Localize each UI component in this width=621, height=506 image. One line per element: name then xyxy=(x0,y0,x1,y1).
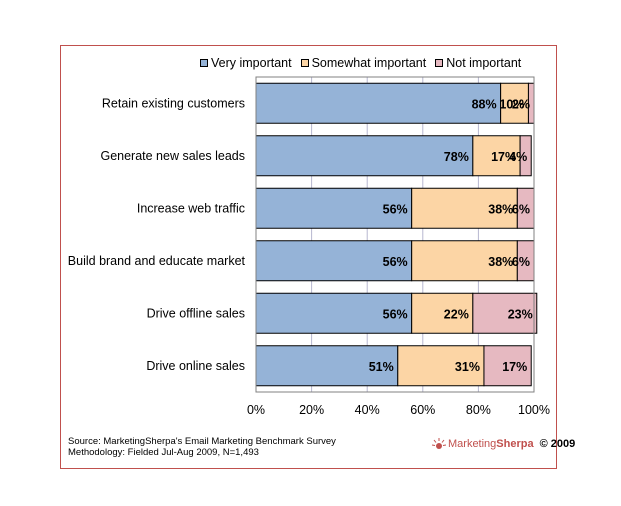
legend-item-very-important: Very important xyxy=(200,56,292,70)
x-tick-label-5: 100% xyxy=(518,403,550,417)
bar-somewhat-important-5 xyxy=(397,345,485,387)
data-label-not-important-4: 23% xyxy=(508,307,533,321)
plot-area xyxy=(256,77,534,392)
data-label-somewhat-important-0: 10% xyxy=(499,97,524,111)
data-label-somewhat-important-2: 38% xyxy=(488,202,513,216)
data-label-very-important-0: 88% xyxy=(472,97,497,111)
x-tick-label-1: 20% xyxy=(299,403,324,417)
logo-text-marketing: Marketing xyxy=(448,438,497,450)
category-label-5: Drive online sales xyxy=(146,359,245,373)
legend-swatch-somewhat-important xyxy=(300,59,309,67)
data-label-very-important-5: 51% xyxy=(369,360,394,374)
bar-very-important-0 xyxy=(255,82,502,124)
data-label-very-important-3: 56% xyxy=(383,255,408,269)
legend-swatch-not-important xyxy=(435,59,444,67)
bar-somewhat-important-3 xyxy=(411,240,518,282)
bar-not-important-5 xyxy=(483,345,532,387)
plot-border xyxy=(255,76,535,393)
x-tick-label-2: 40% xyxy=(355,403,380,417)
x-tick-label-3: 60% xyxy=(410,403,435,417)
data-label-somewhat-important-5: 31% xyxy=(455,360,480,374)
data-label-not-important-2: 6% xyxy=(512,202,530,216)
legend-swatch-very-important xyxy=(200,59,208,67)
copyright-year: © 2009 xyxy=(539,438,576,450)
bar-not-important-4 xyxy=(472,292,538,334)
bar-very-important-3 xyxy=(255,240,413,282)
legend-item-somewhat-important: Somewhat important xyxy=(300,56,427,70)
data-label-somewhat-important-3: 38% xyxy=(488,255,513,269)
data-label-not-important-5: 17% xyxy=(502,360,527,374)
category-label-0: Retain existing customers xyxy=(102,96,245,110)
bar-somewhat-important-4 xyxy=(411,292,474,334)
data-label-somewhat-important-1: 17% xyxy=(491,150,516,164)
bar-very-important-4 xyxy=(255,292,413,334)
category-label-3: Build brand and educate market xyxy=(68,254,246,268)
bar-somewhat-important-2 xyxy=(411,187,518,229)
marketingsherpa-logo: Marketing Sherpa © 2009 xyxy=(432,437,575,451)
data-label-very-important-4: 56% xyxy=(383,307,408,321)
legend-label-somewhat-important: Somewhat important xyxy=(311,56,427,70)
methodology-line: Methodology: Fielded Jul-Aug 2009, N=1,4… xyxy=(68,447,259,458)
data-label-very-important-2: 56% xyxy=(383,202,408,216)
legend-label-very-important: Very important xyxy=(211,56,292,70)
data-label-not-important-1: 4% xyxy=(509,150,527,164)
x-tick-label-4: 80% xyxy=(466,403,491,417)
data-label-very-important-1: 78% xyxy=(444,150,469,164)
source-note: Source: MarketingSherpa's Email Marketin… xyxy=(68,436,336,458)
x-tick-label-0: 0% xyxy=(247,403,265,417)
source-line: Source: MarketingSherpa's Email Marketin… xyxy=(68,436,336,447)
data-label-not-important-3: 6% xyxy=(512,255,530,269)
chart-legend: Very important Somewhat important Not im… xyxy=(200,54,550,72)
data-label-not-important-0: 2% xyxy=(512,97,530,111)
category-label-2: Increase web traffic xyxy=(137,201,245,215)
bar-very-important-1 xyxy=(255,135,474,177)
category-label-4: Drive offline sales xyxy=(147,306,245,320)
legend-item-not-important: Not important xyxy=(435,56,521,70)
bar-not-important-1 xyxy=(519,135,532,177)
sun-icon xyxy=(432,438,446,449)
data-label-somewhat-important-4: 22% xyxy=(444,307,469,321)
logo-text-sherpa: Sherpa xyxy=(496,438,534,450)
legend-label-not-important: Not important xyxy=(446,56,522,70)
category-label-1: Generate new sales leads xyxy=(100,149,245,163)
